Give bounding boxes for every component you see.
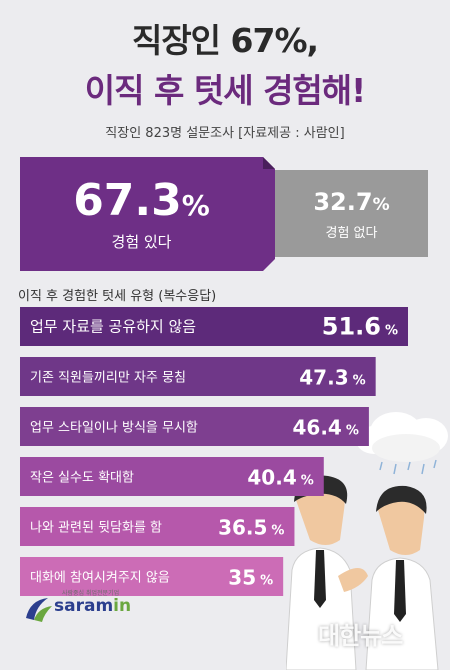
- title-line-1: 직장인 67%,: [131, 21, 319, 60]
- bar-category-label: 업무 자료를 공유하지 않음: [30, 318, 196, 336]
- summary-yes-value: 67.3: [73, 175, 182, 226]
- summary-yes: 67.3% 경험 있다: [20, 157, 263, 271]
- bar-value-label: 40.4%: [247, 466, 313, 490]
- bar: [20, 357, 376, 396]
- bar: [20, 557, 284, 596]
- summary-yes-label: 경험 있다: [111, 233, 172, 251]
- saramin-wordmark: saramin: [54, 596, 132, 616]
- bar: [20, 407, 369, 446]
- bar-group: 대화에 참여시켜주지 않음 35%: [20, 557, 284, 596]
- bar-group: 업무 자료를 공유하지 않음 51.6%: [20, 307, 408, 346]
- bar: [20, 307, 408, 346]
- subtitle: 직장인 823명 설문조사 [자료제공 : 사람인]: [105, 126, 345, 141]
- bar-category-label: 작은 실수도 확대함: [30, 471, 134, 486]
- saramin-tagline: 사람중심 취업전문기업: [62, 590, 120, 597]
- saramin-logo-icon: [26, 598, 52, 622]
- illustration-coworkers: [286, 412, 448, 670]
- bar-group: 기존 직원들끼리만 자주 뭉침 47.3%: [20, 357, 376, 396]
- summary-no-label: 경험 없다: [325, 226, 378, 241]
- summary-no-box: [275, 170, 428, 257]
- coworker-right-icon: [365, 485, 439, 670]
- bar-value-label: 36.5%: [218, 516, 284, 540]
- bar-value-label: 51.6%: [322, 313, 398, 341]
- summary-no-unit: %: [372, 195, 390, 215]
- bar: [20, 507, 295, 546]
- bar-group: 나와 관련된 뒷담화를 함 36.5%: [20, 507, 295, 546]
- summary-shapes: [20, 157, 428, 271]
- bar-value-label: 47.3%: [299, 366, 365, 390]
- summary-no-value-line: 32.7%: [275, 188, 428, 216]
- bar-group: 작은 실수도 확대함 40.4%: [20, 457, 324, 496]
- bar-category-label: 나와 관련된 뒷담화를 함: [30, 521, 162, 536]
- bar: [20, 457, 324, 496]
- summary-yes-box: [20, 157, 275, 271]
- bar-value-label: 46.4%: [293, 416, 359, 440]
- summary-no: 32.7% 경험 없다: [275, 170, 428, 257]
- summary-no-value: 32.7: [313, 188, 373, 216]
- bar-group: 업무 스타일이나 방식을 무시함 46.4%: [20, 407, 369, 446]
- summary-yes-value-line: 67.3%: [20, 175, 263, 226]
- saramin-logo: 사람중심 취업전문기업 saramin: [20, 588, 132, 628]
- section-title: 이직 후 경험한 텃세 유형 (복수응답): [18, 289, 217, 304]
- rain-icon: [379, 459, 437, 475]
- title-line-2: 이직 후 텃세 경험해!: [84, 71, 366, 110]
- bar-category-label: 기존 직원들끼리만 자주 뭉침: [30, 371, 186, 386]
- bar-category-label: 업무 스타일이나 방식을 무시함: [30, 421, 198, 436]
- summary-yes-unit: %: [181, 189, 210, 222]
- cloud-icon: [356, 412, 448, 462]
- bar-category-label: 대화에 참여시켜주지 않음: [30, 571, 170, 586]
- summary-yes-fold: [263, 157, 275, 169]
- watermark: 대한뉴스: [318, 622, 403, 650]
- bar-value-label: 35%: [228, 566, 273, 590]
